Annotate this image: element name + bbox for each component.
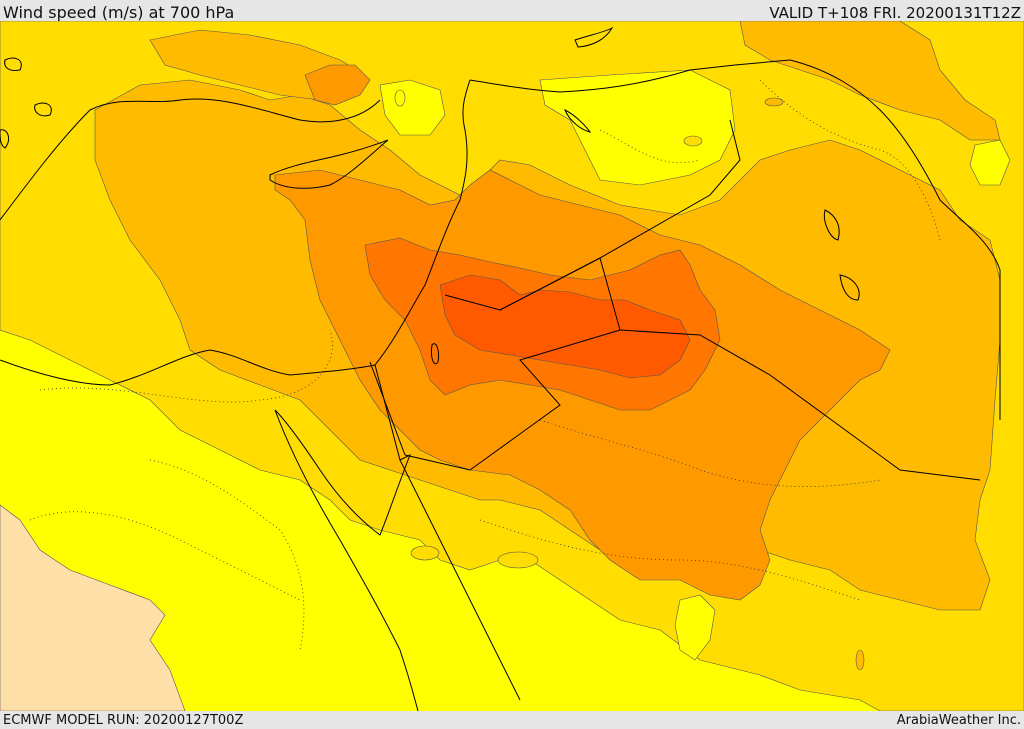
- map-title: Wind speed (m/s) at 700 hPa: [3, 3, 235, 22]
- model-run: ECMWF MODEL RUN: 20200127T00Z: [3, 713, 244, 728]
- dotted-contours: [29, 79, 941, 651]
- wind-speed-map: [0, 21, 1024, 711]
- field-peach-sw: [0, 504, 186, 711]
- field-amber-ne: [739, 21, 1001, 141]
- valid-time: VALID T+108 FRI. 20200131T12Z: [769, 4, 1021, 22]
- field-red-orange: [439, 274, 691, 379]
- footer-bar: ECMWF MODEL RUN: 20200127T00Z ArabiaWeat…: [0, 711, 1024, 729]
- small-contours: [410, 135, 703, 569]
- field-yellow-south: [674, 594, 716, 661]
- map-svg: [0, 21, 1024, 711]
- borders: [0, 26, 1001, 711]
- credit: ArabiaWeather Inc.: [896, 713, 1021, 728]
- field-orange-n: [304, 64, 371, 106]
- small-contours-amber: [764, 97, 865, 671]
- header-bar: Wind speed (m/s) at 700 hPa VALID T+108 …: [0, 0, 1024, 22]
- small-contours-yellow: [394, 89, 406, 107]
